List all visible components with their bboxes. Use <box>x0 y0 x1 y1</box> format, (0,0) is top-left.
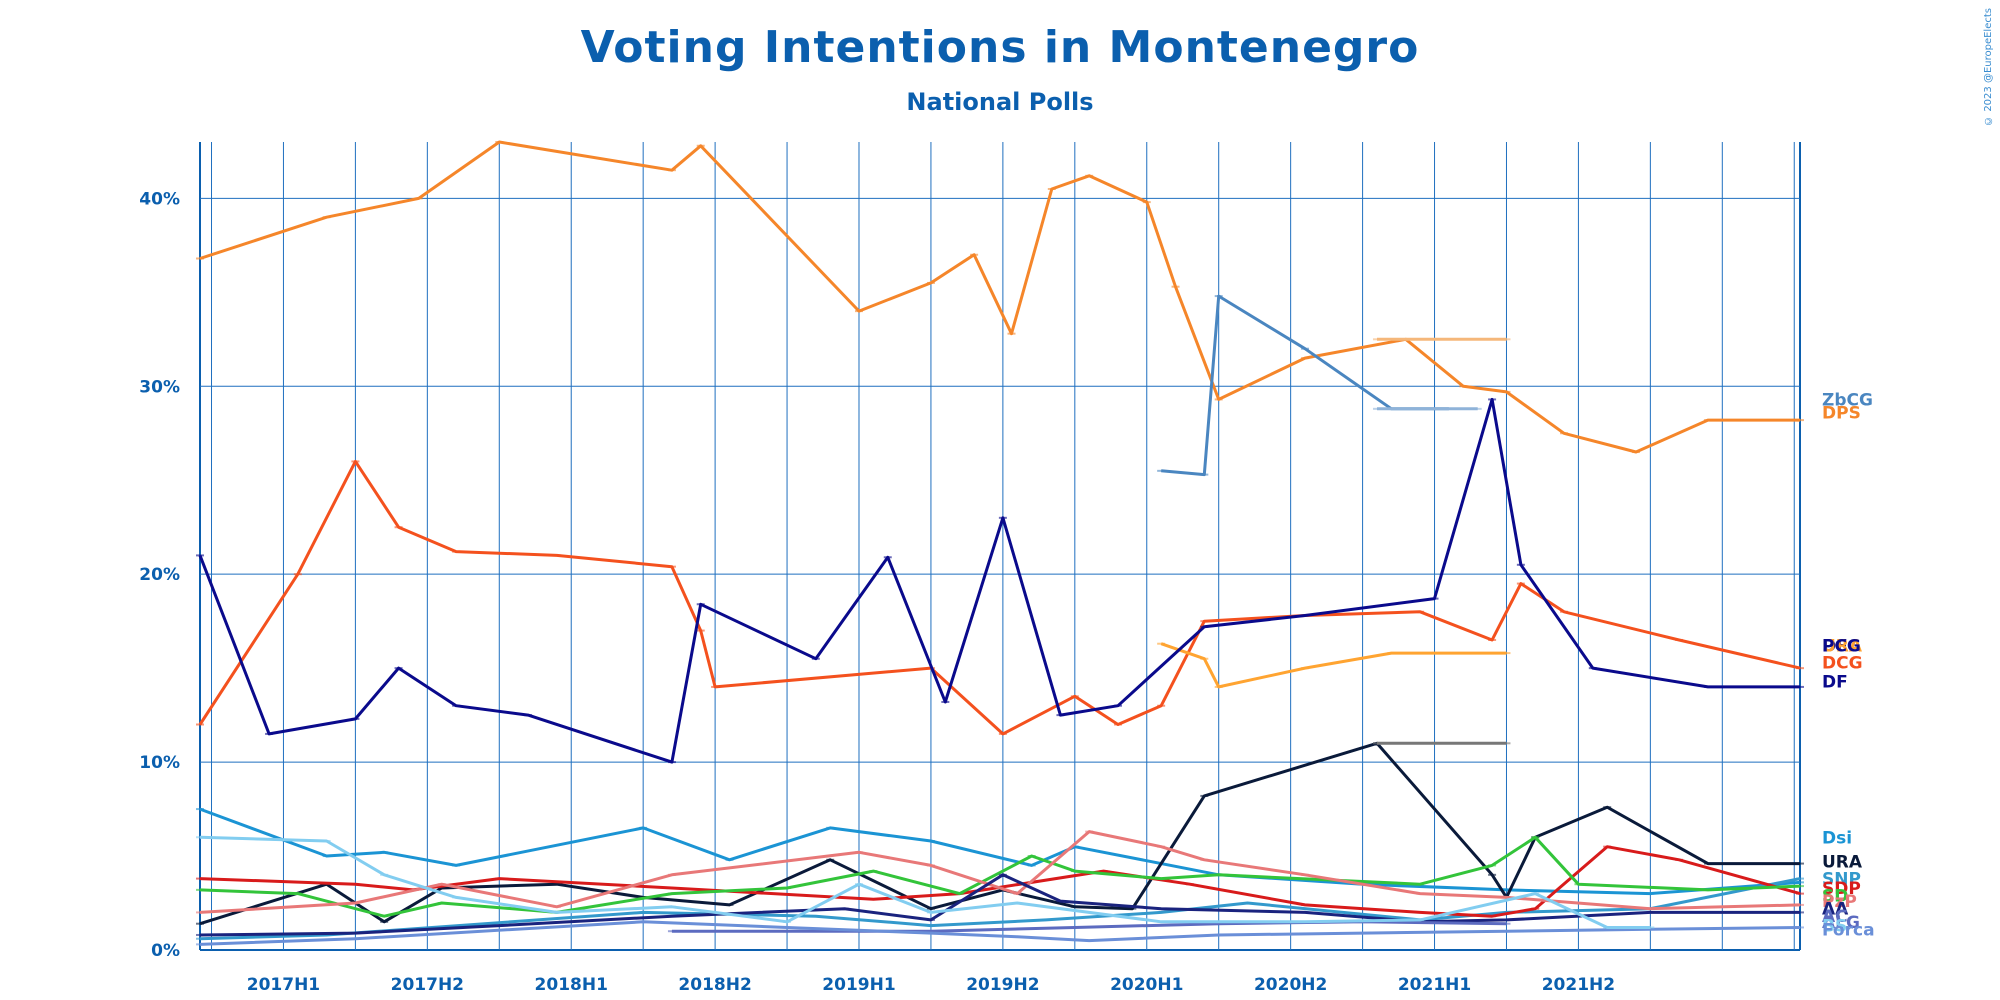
x-tick-label: 2021H2 <box>1542 975 1615 995</box>
series-line-aa <box>199 873 1800 937</box>
x-tick-label: 2020H1 <box>1110 975 1183 995</box>
x-tick-label: 2019H2 <box>966 975 1039 995</box>
x-tick-label: 2021H1 <box>1398 975 1471 995</box>
series-line-snp <box>199 877 1801 941</box>
x-tick-label: 2018H2 <box>678 975 751 995</box>
legend-label: PzP <box>1822 892 1857 912</box>
legend-label: PCG <box>1822 637 1861 657</box>
series-line-dps <box>199 140 1800 454</box>
series-line-ura <box>199 741 1800 926</box>
series-line-ura-pcg <box>1160 642 1507 689</box>
y-tick-label: 40% <box>139 189 180 209</box>
x-tick-label: 2017H2 <box>391 975 464 995</box>
legend-label: ALG <box>1822 913 1860 933</box>
x-tick-label: 2020H2 <box>1254 975 1327 995</box>
legend-label: BS <box>1822 917 1847 937</box>
legend-label: Forca <box>1822 920 1875 940</box>
legend-label: DPS <box>1822 404 1861 424</box>
legend-label: AA <box>1822 900 1849 920</box>
x-tick-label: 2018H1 <box>535 975 608 995</box>
legend: ZbCGDPSDFURAPCGDCGDFDsiURASNPSDPSDPzPAAA… <box>1822 390 1875 940</box>
legend-label: Dsi <box>1822 828 1852 848</box>
y-tick-label: 30% <box>139 377 180 397</box>
legend-label: URA <box>1822 853 1863 873</box>
y-tick-label: 0% <box>151 941 180 961</box>
series-line-forca <box>199 920 1801 946</box>
series-group <box>196 140 1804 946</box>
series-line-zbcg <box>1161 294 1449 477</box>
series-line-df <box>198 397 1800 764</box>
legend-label: URA <box>1822 637 1863 657</box>
x-tick-label: 2017H1 <box>247 975 320 995</box>
legend-label: DF <box>1822 672 1848 692</box>
tick-labels: 0% 10% 20% 30% 40% 2017H1 2017H2 2018H1 2018H2 20… <box>139 189 1615 995</box>
x-tick-label: 2019H1 <box>822 975 895 995</box>
y-tick-label: 10% <box>139 753 180 773</box>
legend-label: DCG <box>1822 654 1863 674</box>
series-line-pzp <box>199 830 1801 914</box>
grid <box>199 142 1801 951</box>
legend-label: SD <box>1822 887 1848 907</box>
chart-title: Voting Intentions in Montenegro <box>580 22 1420 73</box>
y-tick-label: 20% <box>139 565 180 585</box>
series-line-dcg <box>198 459 1801 736</box>
chart-subtitle: National Polls <box>906 88 1094 116</box>
legend-label: DF <box>1822 637 1848 657</box>
series-line-dsi <box>199 807 1801 896</box>
legend-label: AC <box>1822 907 1848 927</box>
legend-label: SNP <box>1822 870 1861 890</box>
series-line-bs <box>199 835 1651 929</box>
legend-label: SDP <box>1822 879 1861 899</box>
legend-label: ZbCG <box>1822 390 1873 410</box>
